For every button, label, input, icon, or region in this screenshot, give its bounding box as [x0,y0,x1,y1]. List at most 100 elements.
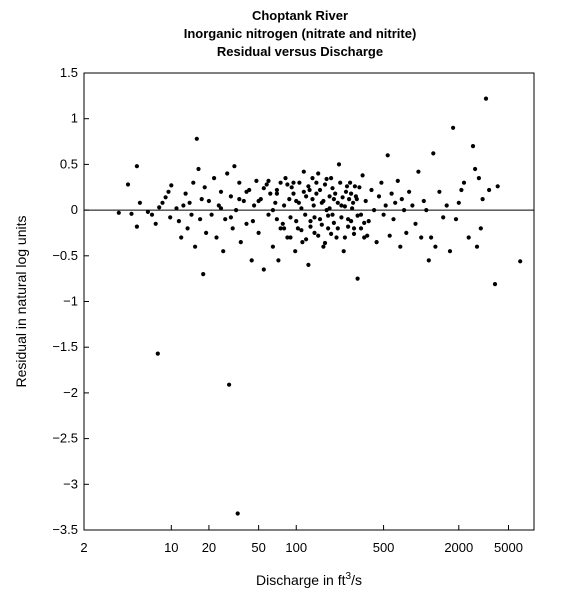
data-point [495,184,500,189]
data-point [387,233,392,238]
title-line-1: Choptank River [252,8,348,23]
data-point [327,194,332,199]
data-point [424,208,429,213]
data-point [191,180,196,185]
x-tick-label: 100 [285,540,307,555]
data-point [299,206,304,211]
data-point [153,221,158,226]
data-point [307,187,312,193]
data-point [261,267,266,272]
data-point [291,180,296,185]
data-point [303,212,308,217]
y-tick-label: 0 [71,202,78,217]
data-point [250,219,255,224]
x-axis-label: Discharge in ft3/s [256,571,362,588]
data-point [214,235,219,240]
y-tick-label: −3.5 [52,522,78,537]
data-point [376,194,382,199]
plot-area-frame [83,72,535,531]
data-point [145,209,150,214]
data-point [282,226,287,231]
x-axis-label-unit: /s [351,572,362,588]
data-point [365,233,370,238]
data-point [289,185,294,190]
data-point [352,184,357,189]
y-tick-label: 1 [71,111,78,126]
data-point [202,185,207,190]
data-point [342,235,347,240]
data-point [169,183,174,188]
data-point [339,215,344,220]
data-point [198,217,203,222]
data-point [187,200,192,205]
data-point [278,226,283,231]
data-point [470,144,476,149]
y-tick-label: −1 [63,294,78,309]
data-point [249,258,254,263]
y-tick-label: −2 [63,385,78,400]
data-point [326,213,331,218]
data-point [300,240,305,245]
data-point [244,189,249,194]
data-point [276,258,281,263]
data-point [304,237,309,242]
data-point [429,235,434,240]
data-point [339,203,344,208]
data-point [410,203,415,208]
data-point [274,187,279,193]
chart-title: Choptank River Inorganic nitrogen (nitra… [184,8,417,59]
data-point [355,213,360,218]
data-point [357,185,362,190]
y-tick-label: −3 [63,476,78,491]
data-point [314,180,319,185]
x-axis-ticks: 2 10 20 50 100 500 2000 5000 [80,525,523,555]
data-point [285,182,290,187]
data-point [381,212,386,217]
data-point [282,203,287,208]
data-point [183,191,188,196]
data-point [288,215,293,220]
data-point [297,180,302,185]
data-point [252,203,257,208]
data-point [426,258,431,263]
data-point [322,240,328,246]
data-point [389,191,394,196]
data-point [351,226,357,231]
x-axis-label-main: Discharge in ft [256,572,346,588]
data-point [228,194,233,199]
data-point [310,197,315,202]
data-point [218,206,224,211]
data-point [393,200,398,205]
data-point [459,187,464,193]
data-point [363,198,368,204]
data-point [317,187,323,193]
title-line-2: Inorganic nitrogen (nitrate and nitrite) [184,26,417,41]
x-tick-label: 50 [251,540,265,555]
data-point [349,191,354,196]
data-point [399,197,404,202]
x-axis-label-superscript: 3 [346,571,352,582]
data-point [447,249,453,254]
y-axis-label: Residual in natural log units [13,216,29,388]
data-point [134,164,139,169]
data-point [441,215,446,220]
data-point [316,171,321,176]
data-point [421,198,426,204]
data-point [181,203,186,208]
data-point [419,235,424,240]
data-point [383,203,388,208]
data-point [241,198,246,204]
y-tick-label: 0.5 [60,156,78,171]
data-point [456,200,461,205]
data-point [312,215,317,220]
data-point [225,171,230,176]
data-point [321,244,326,249]
data-point [206,198,211,204]
data-point [163,195,168,200]
title-line-3: Residual versus Discharge [217,44,383,59]
data-point [176,219,181,224]
data-point [296,200,301,205]
data-point [168,215,173,220]
data-point [487,187,492,193]
